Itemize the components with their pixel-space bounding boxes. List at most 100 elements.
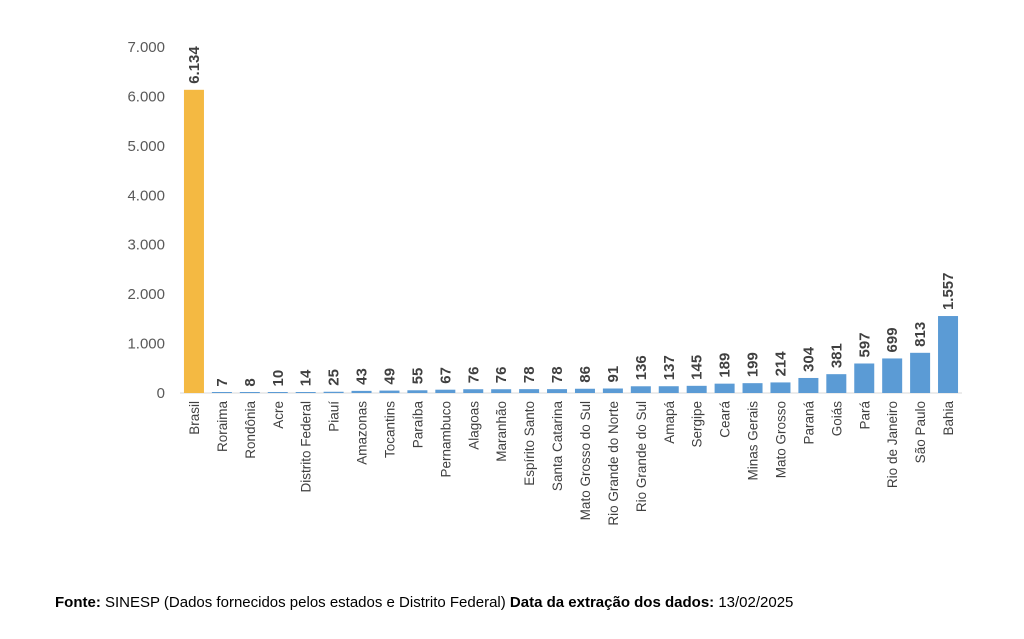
data-label: 145 bbox=[689, 355, 706, 380]
bar bbox=[295, 392, 316, 393]
data-label: 189 bbox=[717, 353, 734, 378]
bar bbox=[854, 363, 875, 393]
bar bbox=[183, 89, 204, 393]
category-label: Rondônia bbox=[243, 401, 258, 459]
bar bbox=[491, 389, 512, 393]
bar bbox=[267, 392, 288, 393]
data-label: 14 bbox=[298, 369, 315, 386]
category-label: Goiás bbox=[829, 401, 844, 437]
bar bbox=[323, 391, 344, 393]
bar bbox=[463, 389, 484, 393]
category-label: Rio Grande do Norte bbox=[606, 401, 621, 526]
y-tick-label: 2.000 bbox=[127, 286, 165, 303]
bar bbox=[714, 383, 735, 393]
y-tick-label: 1.000 bbox=[127, 336, 165, 353]
source-text: SINESP (Dados fornecidos pelos estados e… bbox=[100, 594, 510, 611]
category-label: Amapá bbox=[662, 401, 677, 444]
data-label: 43 bbox=[354, 368, 371, 385]
data-label: 55 bbox=[409, 368, 426, 385]
bar bbox=[239, 392, 260, 393]
data-label: 78 bbox=[521, 366, 538, 383]
category-label: São Paulo bbox=[913, 401, 928, 463]
data-label: 8 bbox=[242, 378, 259, 386]
category-label: Roraima bbox=[215, 401, 230, 453]
y-tick-label: 5.000 bbox=[127, 138, 165, 155]
data-label: 91 bbox=[605, 366, 622, 383]
y-tick-label: 7.000 bbox=[127, 39, 165, 56]
bar bbox=[798, 377, 819, 393]
bar bbox=[351, 390, 372, 393]
y-tick-label: 0 bbox=[157, 385, 165, 402]
bar bbox=[574, 388, 595, 393]
data-label: 86 bbox=[577, 366, 594, 383]
data-label: 6.134 bbox=[186, 46, 203, 84]
bar bbox=[910, 352, 931, 393]
data-label: 136 bbox=[633, 355, 650, 380]
y-tick-label: 6.000 bbox=[127, 88, 165, 105]
category-label: Paraíba bbox=[410, 401, 425, 449]
category-label: Maranhão bbox=[494, 401, 509, 462]
category-label: Paraná bbox=[801, 401, 816, 445]
category-label: Distrito Federal bbox=[299, 401, 314, 493]
data-label: 76 bbox=[493, 367, 510, 384]
category-labels: Brasil Roraima Rondônia Acre Distrito Federa… bbox=[187, 401, 956, 526]
bar bbox=[938, 316, 959, 393]
date-label: Data da extração dos dados: bbox=[509, 594, 715, 611]
y-tick-label: 4.000 bbox=[127, 187, 165, 204]
category-label: Rio de Janeiro bbox=[885, 401, 900, 488]
category-label: Santa Catarina bbox=[550, 401, 565, 492]
bar bbox=[658, 386, 679, 393]
source-label: Fonte: bbox=[55, 594, 101, 611]
bar bbox=[435, 389, 456, 393]
data-label: 25 bbox=[326, 369, 343, 386]
data-label: 76 bbox=[465, 367, 482, 384]
y-tick-label: 3.000 bbox=[127, 237, 165, 254]
category-label: Bahia bbox=[941, 401, 956, 436]
category-label: Mato Grosso do Sul bbox=[578, 401, 593, 520]
category-label: Pernambuco bbox=[438, 401, 453, 478]
bar bbox=[742, 383, 763, 393]
bar bbox=[602, 388, 623, 393]
category-label: Tocantins bbox=[382, 401, 397, 458]
date-text: 13/02/2025 bbox=[714, 594, 794, 611]
bar bbox=[211, 392, 232, 393]
category-label: Alagoas bbox=[466, 401, 481, 450]
y-axis-ticks: 0 1.000 2.000 3.000 4.000 5.000 6.000 7.000 bbox=[127, 39, 165, 402]
data-label: 304 bbox=[800, 346, 817, 372]
data-label: 214 bbox=[772, 351, 789, 377]
data-label: 1.557 bbox=[940, 272, 957, 310]
category-label: Espírito Santo bbox=[522, 401, 537, 486]
data-label: 10 bbox=[270, 370, 287, 387]
category-label: Mato Grosso bbox=[773, 401, 788, 478]
category-label: Ceará bbox=[718, 401, 733, 438]
data-label: 597 bbox=[856, 332, 873, 357]
bar bbox=[379, 390, 400, 393]
bars bbox=[183, 89, 959, 393]
bar bbox=[547, 389, 568, 393]
data-label: 137 bbox=[661, 355, 678, 380]
data-label: 67 bbox=[437, 367, 454, 384]
bar bbox=[882, 358, 903, 393]
category-label: Brasil bbox=[187, 401, 202, 435]
category-label: Pará bbox=[857, 401, 872, 430]
category-label: Amazonas bbox=[355, 401, 370, 465]
data-label: 78 bbox=[549, 366, 566, 383]
category-label: Minas Gerais bbox=[746, 401, 761, 481]
data-label: 813 bbox=[912, 322, 929, 347]
category-label: Sergipe bbox=[690, 401, 705, 448]
data-label: 49 bbox=[381, 368, 398, 385]
bar bbox=[686, 385, 707, 393]
data-label: 199 bbox=[745, 352, 762, 377]
category-label: Acre bbox=[271, 401, 286, 429]
bar bbox=[770, 382, 791, 393]
bar bbox=[407, 390, 428, 393]
footer-note: Fonte: SINESP (Dados fornecidos pelos es… bbox=[55, 594, 793, 611]
bar bbox=[630, 386, 651, 393]
bar bbox=[826, 374, 847, 393]
data-label: 699 bbox=[884, 327, 901, 352]
bar-chart: 0 1.000 2.000 3.000 4.000 5.000 6.000 7.000 6.1… bbox=[127, 39, 962, 526]
data-label: 7 bbox=[214, 378, 231, 386]
category-label: Rio Grande do Sul bbox=[634, 401, 649, 512]
bar bbox=[519, 389, 540, 393]
